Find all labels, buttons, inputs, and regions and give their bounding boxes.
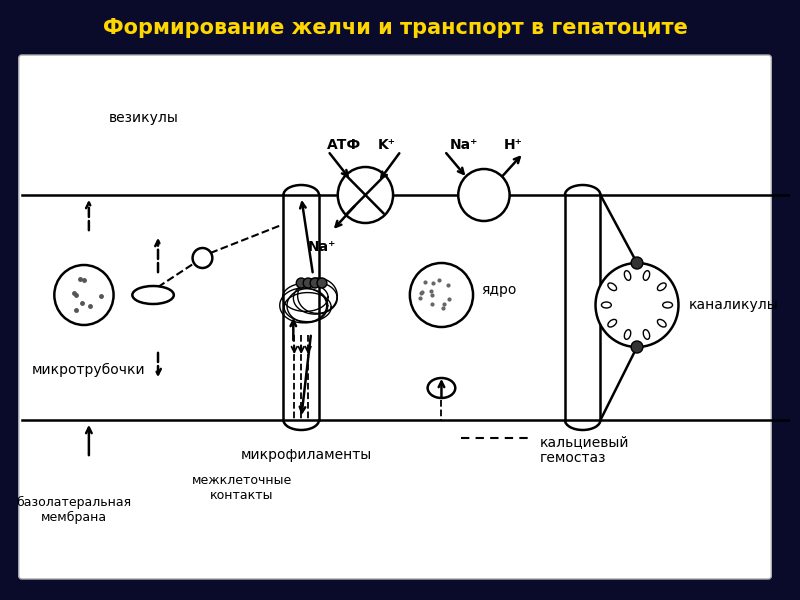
- Ellipse shape: [428, 378, 455, 398]
- Text: Na⁺: Na⁺: [450, 138, 478, 152]
- Text: АТФ: АТФ: [326, 138, 361, 152]
- Text: K⁺: K⁺: [378, 138, 396, 152]
- Circle shape: [303, 278, 313, 288]
- Ellipse shape: [624, 329, 630, 340]
- Ellipse shape: [662, 302, 673, 308]
- Text: межклеточные
контакты: межклеточные контакты: [192, 474, 292, 502]
- Circle shape: [338, 167, 393, 223]
- Circle shape: [631, 257, 643, 269]
- Text: базолатеральная
мембрана: базолатеральная мембрана: [17, 496, 132, 524]
- Circle shape: [54, 265, 114, 325]
- Ellipse shape: [608, 319, 617, 327]
- Circle shape: [410, 263, 473, 327]
- Circle shape: [317, 278, 327, 288]
- Ellipse shape: [602, 302, 611, 308]
- Circle shape: [595, 263, 678, 347]
- Text: H⁺: H⁺: [504, 138, 523, 152]
- Circle shape: [193, 248, 212, 268]
- Circle shape: [631, 341, 643, 353]
- Text: ядро: ядро: [481, 283, 516, 297]
- Text: микрофиламенты: микрофиламенты: [241, 448, 372, 462]
- Circle shape: [296, 278, 306, 288]
- Ellipse shape: [608, 283, 617, 290]
- Ellipse shape: [643, 329, 650, 340]
- Text: каналикулы: каналикулы: [688, 298, 778, 312]
- FancyBboxPatch shape: [18, 55, 771, 579]
- Ellipse shape: [658, 319, 666, 327]
- Text: Na⁺: Na⁺: [308, 240, 336, 254]
- Ellipse shape: [132, 286, 174, 304]
- Text: Формирование желчи и транспорт в гепатоците: Формирование желчи и транспорт в гепатоц…: [102, 18, 687, 38]
- Text: микротрубочки: микротрубочки: [32, 363, 146, 377]
- Circle shape: [310, 278, 320, 288]
- Ellipse shape: [643, 271, 650, 280]
- Circle shape: [458, 169, 510, 221]
- Text: везикулы: везикулы: [109, 111, 178, 125]
- Text: кальциевый
гемостаз: кальциевый гемостаз: [540, 435, 630, 465]
- Ellipse shape: [624, 271, 630, 280]
- Ellipse shape: [658, 283, 666, 290]
